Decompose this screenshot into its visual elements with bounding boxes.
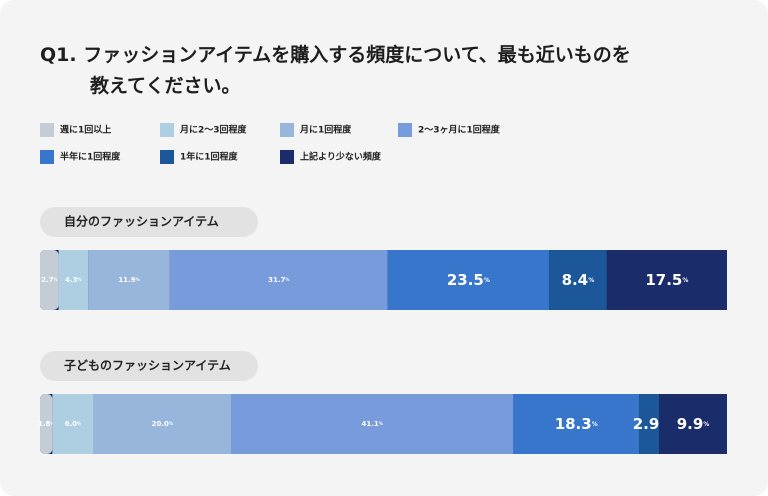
value-label: 18.3% <box>555 415 598 433</box>
bar-segment <box>513 394 640 454</box>
category-label: 子どものファッションアイテム <box>64 359 231 373</box>
bar-segment <box>93 394 231 454</box>
bar-segment <box>230 394 514 454</box>
legend-swatch <box>280 123 294 137</box>
value-label: 8.4% <box>562 271 595 289</box>
value-label: 23.5% <box>447 271 490 289</box>
bar-segment <box>40 250 59 310</box>
value-label: 31.7% <box>268 276 289 284</box>
legend-label: 半年に1回程度 <box>60 151 121 163</box>
legend-label: 月に1回程度 <box>299 124 352 136</box>
category-pill <box>40 351 258 381</box>
bar-segment <box>40 394 53 454</box>
category-label: 自分のファッションアイテム <box>64 214 219 229</box>
category-pill <box>40 207 258 237</box>
value-label: 2.7% <box>41 276 57 284</box>
legend-label: 1年に1回程度 <box>180 151 239 163</box>
value-label: 41.1% <box>362 420 383 428</box>
bar-segment <box>88 250 170 310</box>
bar-segment <box>52 394 94 454</box>
value-label: 20.0% <box>152 420 173 428</box>
legend-swatch <box>40 123 54 137</box>
bar-segment <box>387 250 550 310</box>
bar-segment <box>658 394 727 454</box>
legend-label: 月に2〜3回程度 <box>179 124 248 136</box>
value-label: 4.3% <box>65 276 81 284</box>
value-label: 9.9% <box>677 415 710 433</box>
legend-swatch <box>398 123 412 137</box>
legend-swatch <box>160 150 174 164</box>
value-label: 6.0% <box>65 420 81 428</box>
legend-swatch <box>280 150 294 164</box>
bar-segment <box>58 250 89 310</box>
question-title: Q1. ファッションアイテムを購入する頻度について、最も近いものを 教えてくださ… <box>40 44 631 97</box>
legend-swatch <box>40 150 54 164</box>
bar-segment <box>169 250 388 310</box>
legend-label: 週に1回以上 <box>60 124 111 136</box>
bar-segment <box>549 250 607 310</box>
legend-label: 2〜3ヶ月に1回程度 <box>418 124 501 136</box>
legend-label: 上記より少ない頻度 <box>300 151 382 163</box>
bar-segment <box>606 250 727 310</box>
value-label: 11.9% <box>118 276 139 284</box>
value-label: 17.5% <box>645 271 688 289</box>
bar-segment <box>639 394 659 454</box>
legend-swatch <box>160 123 174 137</box>
